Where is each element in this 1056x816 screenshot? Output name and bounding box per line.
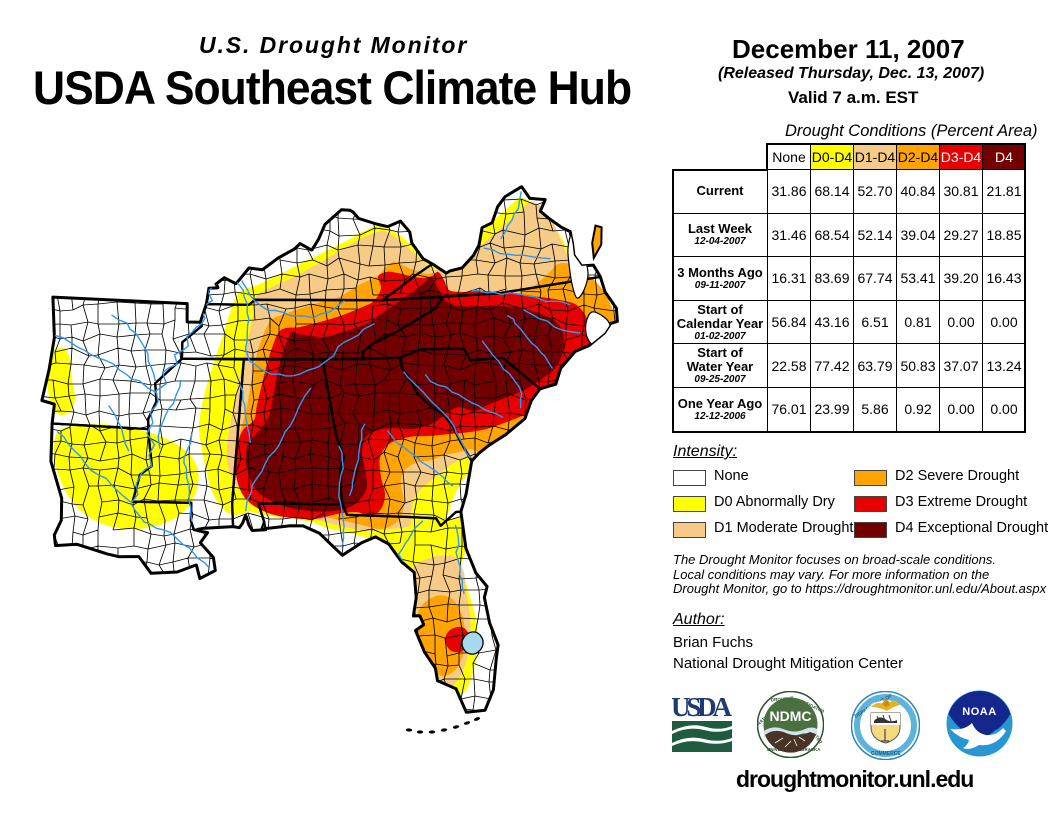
svg-text:NDMC: NDMC [770,708,812,724]
svg-text:NEBRASKA: NEBRASKA [795,747,821,752]
svg-text:USDA: USDA [672,694,733,722]
svg-text:NOAA: NOAA [962,706,996,718]
svg-text:COMMERCE: COMMERCE [871,751,901,757]
